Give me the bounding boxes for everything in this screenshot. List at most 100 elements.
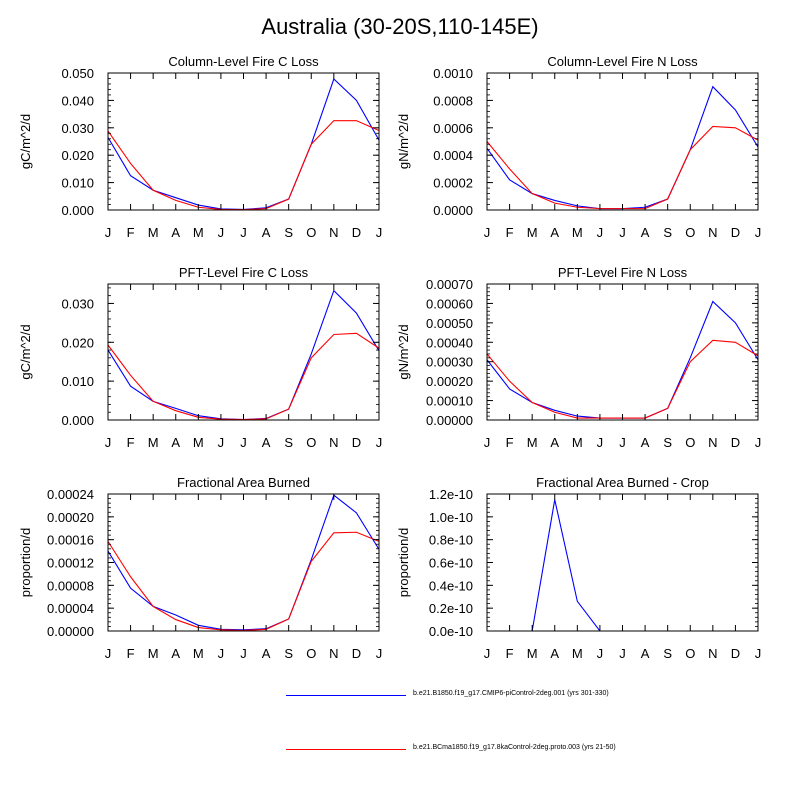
x-tick-label: O xyxy=(306,435,316,450)
x-tick-label: M xyxy=(148,646,159,661)
x-tick-label: J xyxy=(755,435,762,450)
x-tick-label: J xyxy=(484,225,491,240)
y-tick-label: 0.00024 xyxy=(47,487,94,502)
x-tick-label: M xyxy=(527,646,538,661)
x-tick-label: J xyxy=(597,646,604,661)
chart-title: Fractional Area Burned xyxy=(177,475,310,490)
x-tick-label: A xyxy=(171,225,180,240)
plot-frame xyxy=(486,493,759,632)
y-axis-label: gC/m^2/d xyxy=(18,114,33,169)
y-tick-label: 0.0002 xyxy=(433,176,473,191)
y-tick-label: 0.00000 xyxy=(426,413,473,428)
y-tick-label: 0.00020 xyxy=(426,374,473,389)
x-tick-label: J xyxy=(755,646,762,661)
plot-frame xyxy=(486,72,759,211)
x-tick-label: O xyxy=(306,225,316,240)
x-tick-label: J xyxy=(484,646,491,661)
y-tick-label: 0.00004 xyxy=(47,601,94,616)
y-tick-label: 0.010 xyxy=(61,374,94,389)
chart-panel-1: J F M A M J J A S O N D J0.0000.0100.0200.0300.0400.… xyxy=(18,54,382,240)
x-tick-label: J xyxy=(376,435,383,450)
series-line-1 xyxy=(486,85,759,210)
y-tick-label: 0.030 xyxy=(61,296,94,311)
x-tick-label: J xyxy=(376,646,383,661)
y-axis-label: gN/m^2/d xyxy=(396,114,411,169)
y-tick-label: 0.010 xyxy=(61,176,94,191)
x-tick-label: J xyxy=(240,435,247,450)
x-tick-label: S xyxy=(663,646,672,661)
x-tick-label: D xyxy=(731,225,740,240)
x-tick-label: S xyxy=(284,435,293,450)
y-tick-label: 0.000 xyxy=(61,203,94,218)
x-tick-label: J xyxy=(755,225,762,240)
x-tick-label: N xyxy=(329,225,338,240)
x-tick-label: M xyxy=(572,646,583,661)
x-tick-label: M xyxy=(193,646,204,661)
chart-panel-2: J F M A M J J A S O N D J0.00000.00020.00040.00060.0… xyxy=(396,54,761,240)
legend-entry-2: b.e21.BCma1850.f19_g17.8kaControl-2deg.p… xyxy=(286,744,706,756)
series-line-2 xyxy=(486,125,759,210)
y-axis-label: gC/m^2/d xyxy=(18,324,33,379)
y-tick-label: 1.2e-10 xyxy=(429,487,473,502)
y-axis-label: gN/m^2/d xyxy=(396,324,411,379)
legend-line-2 xyxy=(286,749,406,750)
plot-frame xyxy=(107,283,380,421)
x-tick-label: J xyxy=(240,646,247,661)
x-tick-label: M xyxy=(193,435,204,450)
chart-title: PFT-Level Fire N Loss xyxy=(558,265,688,280)
y-tick-label: 0.00030 xyxy=(426,355,473,370)
x-tick-label: M xyxy=(148,435,159,450)
chart-panel-6: J F M A M J J A S O N D J0.0e-100.2e-100.4e-100.6e-1… xyxy=(396,475,761,661)
y-tick-label: 0.00008 xyxy=(47,578,94,593)
x-tick-label: A xyxy=(641,225,650,240)
x-tick-label: N xyxy=(708,225,717,240)
x-tick-label: F xyxy=(506,435,514,450)
y-tick-label: 0.030 xyxy=(61,121,94,136)
x-tick-label: N xyxy=(329,646,338,661)
series-line-2 xyxy=(107,120,380,211)
y-tick-label: 0.00012 xyxy=(47,556,94,571)
y-tick-label: 0.00010 xyxy=(426,394,473,409)
x-tick-label: D xyxy=(352,435,361,450)
series-line-1 xyxy=(107,78,380,211)
y-tick-label: 1.0e-10 xyxy=(429,510,473,525)
x-tick-label: J xyxy=(597,225,604,240)
x-tick-label: J xyxy=(105,225,112,240)
series-line-1 xyxy=(107,289,380,421)
figure-title: Australia (30-20S,110-145E) xyxy=(261,14,539,39)
y-tick-label: 0.8e-10 xyxy=(429,533,473,548)
y-axis-label: proportion/d xyxy=(396,528,411,597)
y-tick-label: 0.0004 xyxy=(433,148,473,163)
x-tick-label: D xyxy=(731,435,740,450)
chart-panel-5: J F M A M J J A S O N D J0.000000.000040.000080.0001… xyxy=(18,475,382,661)
y-tick-label: 0.040 xyxy=(61,93,94,108)
x-tick-label: F xyxy=(127,225,135,240)
x-tick-label: J xyxy=(619,646,626,661)
x-tick-label: O xyxy=(685,646,695,661)
y-tick-label: 0.0006 xyxy=(433,121,473,136)
x-tick-label: S xyxy=(284,225,293,240)
x-tick-label: A xyxy=(262,646,271,661)
x-tick-label: N xyxy=(329,435,338,450)
x-tick-label: M xyxy=(527,225,538,240)
x-tick-label: O xyxy=(685,435,695,450)
chart-title: PFT-Level Fire C Loss xyxy=(179,265,309,280)
x-tick-label: N xyxy=(708,435,717,450)
x-tick-label: J xyxy=(218,435,225,450)
x-tick-label: A xyxy=(641,435,650,450)
series-line-1 xyxy=(107,494,380,631)
x-tick-label: A xyxy=(262,435,271,450)
x-tick-label: J xyxy=(218,225,225,240)
y-tick-label: 0.020 xyxy=(61,148,94,163)
legend-line-1 xyxy=(286,695,406,696)
chart-panel-3: J F M A M J J A S O N D J0.0000.0100.0200.030PFT-Lev… xyxy=(18,265,382,450)
x-tick-label: D xyxy=(352,225,361,240)
x-tick-label: O xyxy=(306,646,316,661)
legend-label-2: b.e21.BCma1850.f19_g17.8kaControl-2deg.p… xyxy=(413,744,616,751)
y-tick-label: 0.0010 xyxy=(433,66,473,81)
x-tick-label: M xyxy=(572,435,583,450)
y-tick-label: 0.00040 xyxy=(426,335,473,350)
x-tick-label: D xyxy=(731,646,740,661)
